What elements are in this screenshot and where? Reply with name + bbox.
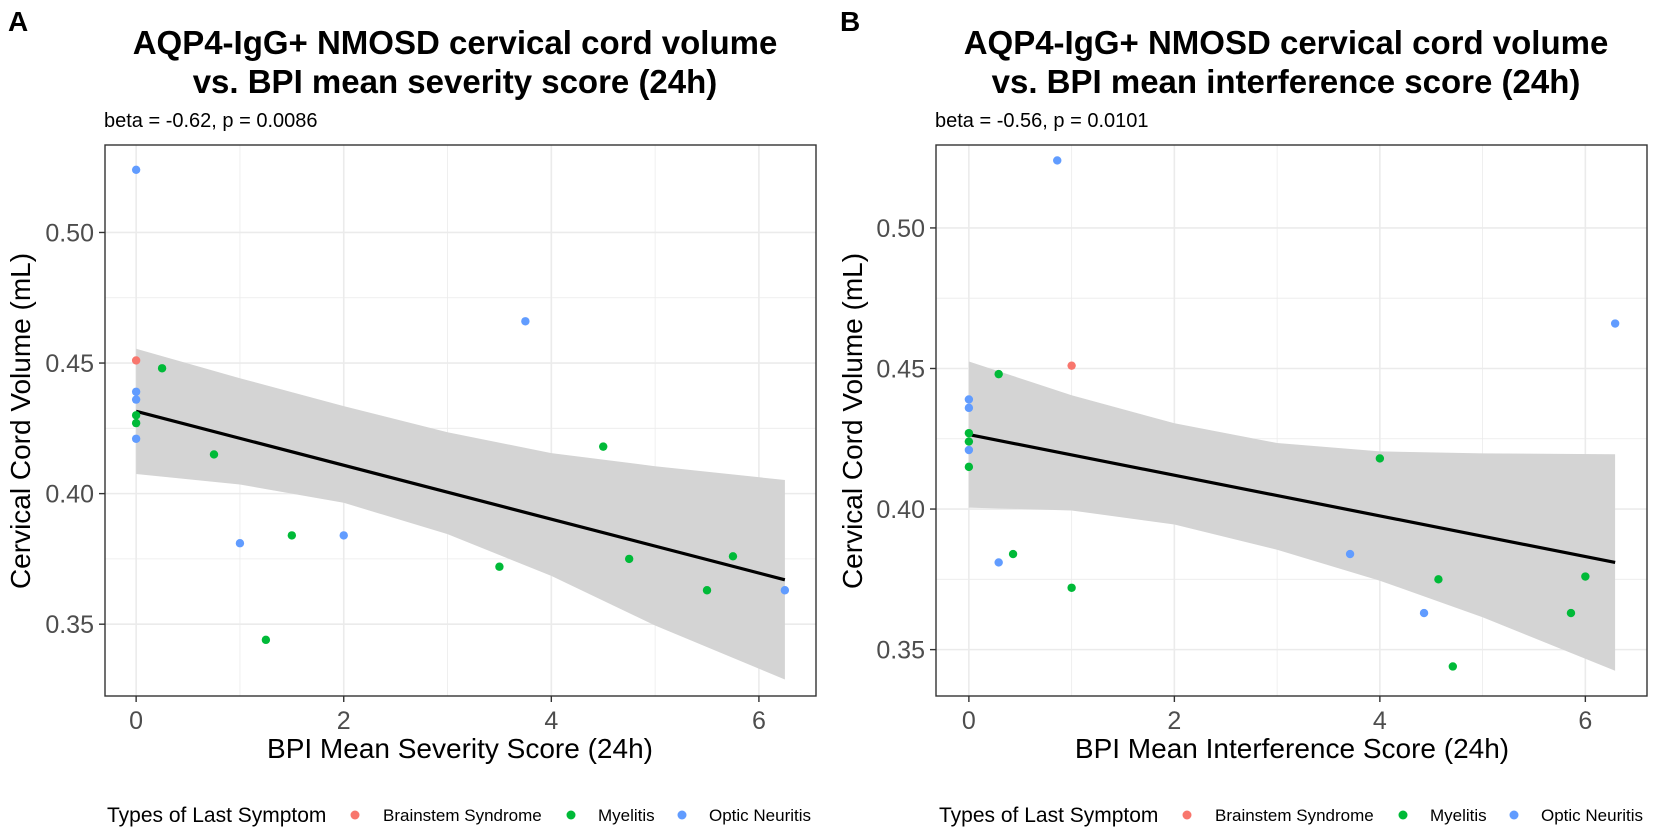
- legend-label-optic-neuritis: Optic Neuritis: [1541, 806, 1643, 825]
- legend-label-myelitis: Myelitis: [598, 806, 655, 825]
- y-axis-ticks: 0.35 0.40 0.45 0.50: [45, 219, 94, 639]
- plot-area: [930, 144, 1648, 702]
- data-point-myelitis: [261, 635, 271, 645]
- confidence-band: [136, 348, 785, 680]
- data-point-optic-neuritis: [235, 539, 245, 548]
- legend-swatch-optic-neuritis: [677, 810, 687, 820]
- data-point-myelitis: [1008, 549, 1018, 559]
- data-point-myelitis: [964, 437, 974, 446]
- chart-title-line2: vs. BPI mean interference score (24h): [992, 63, 1581, 100]
- data-point-myelitis: [131, 418, 141, 428]
- chart-title-line1: AQP4-IgG+ NMOSD cervical cord volume: [964, 24, 1609, 61]
- data-point-optic-neuritis: [964, 395, 974, 404]
- data-point-optic-neuritis: [780, 586, 790, 595]
- x-tick-label: 6: [1578, 707, 1592, 735]
- x-axis-label: BPI Mean Severity Score (24h): [267, 733, 653, 764]
- plot-area: [99, 144, 817, 702]
- panel-a: A AQP4-IgG+ NMOSD cervical cord volume v…: [5, 6, 817, 827]
- y-tick-label: 0.50: [45, 219, 94, 247]
- data-point-brainstem-syndrome: [131, 356, 141, 365]
- data-point-myelitis: [209, 450, 219, 459]
- data-point-optic-neuritis: [521, 317, 530, 326]
- regression-line: [135, 409, 786, 582]
- confidence-band: [968, 361, 1616, 671]
- y-axis-label: Cervical Cord Volume (mL): [837, 253, 868, 589]
- data-point-myelitis: [1581, 572, 1590, 581]
- chart-subtitle: beta = -0.62, p = 0.0086: [104, 110, 318, 132]
- data-point-optic-neuritis: [994, 558, 1003, 567]
- panel-letter: A: [8, 6, 28, 37]
- legend-label-brainstem: Brainstem Syndrome: [1215, 806, 1374, 825]
- data-point-optic-neuritis: [1610, 319, 1620, 328]
- data-point-myelitis: [495, 562, 504, 571]
- chart-title-line2: vs. BPI mean severity score (24h): [193, 63, 718, 100]
- legend: Types of Last Symptom Brainstem Syndrome…: [107, 804, 811, 827]
- y-axis-ticks: 0.35 0.40 0.45 0.50: [876, 215, 925, 665]
- data-point-myelitis: [702, 586, 712, 595]
- data-point-optic-neuritis: [131, 434, 141, 443]
- data-point-myelitis: [728, 552, 738, 561]
- y-tick-label: 0.40: [876, 496, 925, 524]
- x-tick-label: 6: [752, 707, 766, 735]
- x-axis-ticks: 0 2 4 6: [962, 707, 1592, 735]
- panel-border: [104, 144, 817, 697]
- data-point-myelitis: [1067, 583, 1076, 592]
- legend-swatch-myelitis: [1398, 810, 1408, 820]
- y-tick-label: 0.35: [876, 637, 925, 665]
- data-point-myelitis: [287, 531, 297, 540]
- data-point-optic-neuritis: [131, 395, 141, 404]
- x-tick-label: 4: [1373, 707, 1387, 735]
- legend-swatch-myelitis: [566, 810, 576, 820]
- data-point-optic-neuritis: [339, 531, 348, 540]
- y-tick-label: 0.40: [45, 481, 94, 509]
- data-point-myelitis: [964, 462, 974, 472]
- data-point-myelitis: [1375, 454, 1385, 463]
- regression-line: [968, 432, 1616, 565]
- legend-title: Types of Last Symptom: [939, 804, 1158, 827]
- data-point-myelitis: [994, 369, 1003, 379]
- x-tick-label: 0: [129, 707, 143, 735]
- panel-b: B AQP4-IgG+ NMOSD cervical cord volume v…: [837, 6, 1648, 827]
- data-point-optic-neuritis: [1419, 608, 1429, 618]
- y-tick-label: 0.45: [45, 350, 94, 378]
- legend-label-brainstem: Brainstem Syndrome: [383, 806, 542, 825]
- data-point-myelitis: [157, 364, 167, 373]
- y-tick-label: 0.35: [45, 611, 94, 639]
- data-point-myelitis: [131, 411, 141, 420]
- data-point-optic-neuritis: [964, 403, 974, 413]
- data-point-myelitis: [964, 428, 974, 438]
- data-point-optic-neuritis: [1053, 156, 1062, 165]
- data-point-myelitis: [1434, 575, 1443, 584]
- y-tick-label: 0.45: [876, 355, 925, 383]
- chart-subtitle: beta = -0.56, p = 0.0101: [935, 110, 1149, 132]
- legend: Types of Last Symptom Brainstem Syndrome…: [939, 804, 1643, 827]
- data-point-brainstem-syndrome: [1067, 361, 1076, 370]
- x-axis-ticks: 0 2 4 6: [129, 707, 766, 735]
- data-point-optic-neuritis: [131, 165, 141, 175]
- data-point-optic-neuritis: [131, 387, 141, 396]
- legend-swatch-brainstem: [350, 810, 360, 820]
- x-axis-label: BPI Mean Interference Score (24h): [1075, 733, 1509, 764]
- legend-swatch-optic-neuritis: [1509, 810, 1519, 820]
- data-point-optic-neuritis: [964, 445, 974, 455]
- legend-label-optic-neuritis: Optic Neuritis: [709, 806, 811, 825]
- panel-letter: B: [840, 6, 860, 37]
- y-axis-label: Cervical Cord Volume (mL): [5, 253, 36, 589]
- panel-border: [935, 144, 1648, 697]
- data-point-myelitis: [624, 554, 634, 564]
- legend-label-myelitis: Myelitis: [1430, 806, 1487, 825]
- legend-swatch-brainstem: [1182, 810, 1192, 820]
- legend-title: Types of Last Symptom: [107, 804, 326, 827]
- x-tick-label: 4: [544, 707, 558, 735]
- data-point-myelitis: [1566, 608, 1576, 618]
- data-point-myelitis: [599, 442, 608, 451]
- y-tick-label: 0.50: [876, 215, 925, 243]
- data-point-myelitis: [1448, 662, 1458, 671]
- x-tick-label: 2: [337, 707, 351, 735]
- x-tick-label: 2: [1167, 707, 1181, 735]
- data-point-optic-neuritis: [1345, 549, 1355, 559]
- x-tick-label: 0: [962, 707, 976, 735]
- chart-title-line1: AQP4-IgG+ NMOSD cervical cord volume: [133, 24, 778, 61]
